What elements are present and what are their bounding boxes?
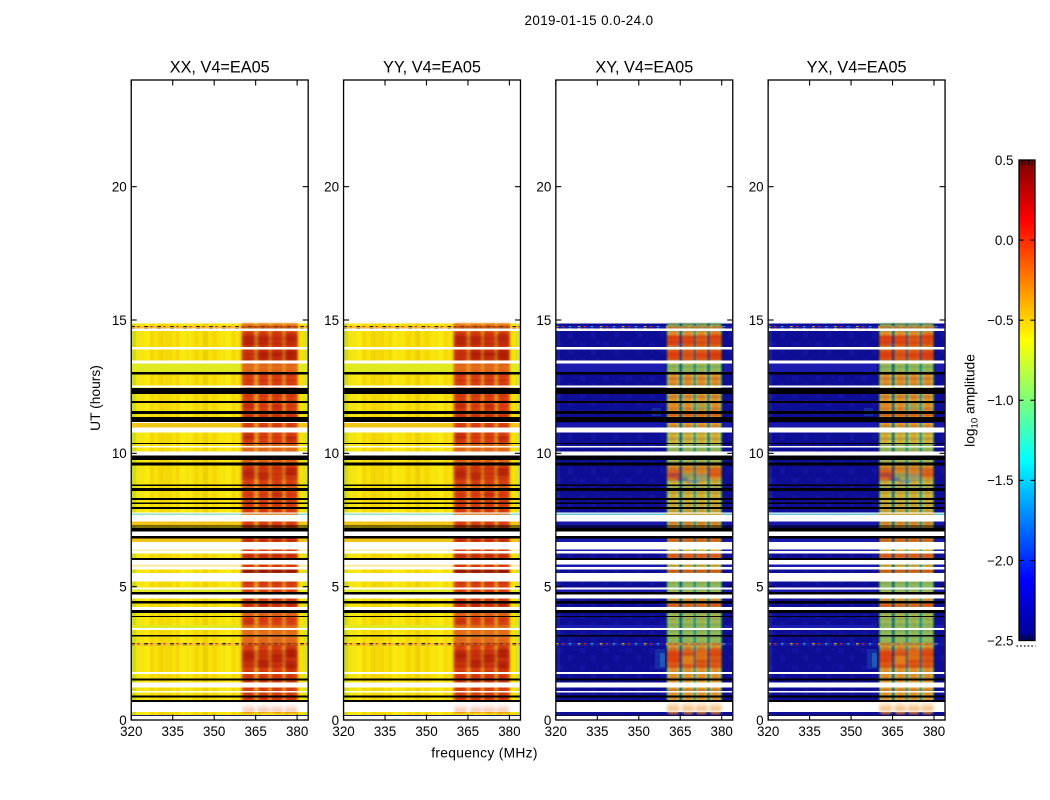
svg-text:365: 365: [881, 724, 903, 739]
svg-text:−2.5: −2.5: [987, 633, 1013, 648]
svg-text:XX, V4=EA05: XX, V4=EA05: [170, 59, 270, 77]
svg-text:365: 365: [669, 724, 691, 739]
svg-text:335: 335: [162, 724, 184, 739]
svg-text:0: 0: [332, 713, 339, 728]
svg-text:380: 380: [711, 724, 733, 739]
svg-text:320: 320: [545, 724, 567, 739]
svg-text:20: 20: [324, 180, 339, 195]
svg-text:5: 5: [544, 580, 551, 595]
svg-text:−1.5: −1.5: [987, 473, 1013, 488]
svg-text:10: 10: [324, 446, 339, 461]
svg-text:365: 365: [244, 724, 266, 739]
svg-text:335: 335: [798, 724, 820, 739]
svg-text:0: 0: [119, 713, 126, 728]
svg-text:380: 380: [498, 724, 520, 739]
svg-text:5: 5: [756, 580, 763, 595]
svg-text:15: 15: [749, 313, 764, 328]
svg-text:−0.5: −0.5: [987, 313, 1013, 328]
svg-text:335: 335: [586, 724, 608, 739]
svg-text:5: 5: [119, 580, 126, 595]
svg-text:0.5: 0.5: [995, 153, 1014, 168]
svg-text:UT (hours): UT (hours): [88, 365, 103, 431]
svg-text:YX, V4=EA05: YX, V4=EA05: [807, 59, 907, 77]
svg-text:350: 350: [628, 724, 650, 739]
svg-text:350: 350: [415, 724, 437, 739]
svg-text:320: 320: [757, 724, 779, 739]
svg-text:0: 0: [544, 713, 551, 728]
svg-text:15: 15: [324, 313, 339, 328]
svg-text:XY, V4=EA05: XY, V4=EA05: [595, 59, 693, 77]
svg-text:20: 20: [112, 180, 127, 195]
svg-text:10: 10: [536, 446, 551, 461]
svg-text:10: 10: [749, 446, 764, 461]
svg-text:15: 15: [112, 313, 127, 328]
svg-text:0: 0: [756, 713, 763, 728]
svg-text:frequency (MHz): frequency (MHz): [431, 746, 537, 761]
svg-text:320: 320: [120, 724, 142, 739]
svg-text:10: 10: [112, 446, 127, 461]
svg-text:365: 365: [457, 724, 479, 739]
svg-text:320: 320: [332, 724, 354, 739]
svg-text:20: 20: [749, 180, 764, 195]
svg-text:15: 15: [536, 313, 551, 328]
svg-text:380: 380: [286, 724, 308, 739]
svg-text:−1.0: −1.0: [987, 393, 1013, 408]
svg-text:380: 380: [923, 724, 945, 739]
svg-text:2019-01-15 0.0-24.0: 2019-01-15 0.0-24.0: [525, 13, 654, 28]
svg-text:20: 20: [536, 180, 551, 195]
svg-text:350: 350: [840, 724, 862, 739]
svg-text:5: 5: [332, 580, 339, 595]
svg-text:0.0: 0.0: [995, 233, 1014, 248]
svg-text:335: 335: [374, 724, 396, 739]
svg-text:350: 350: [203, 724, 225, 739]
svg-text:−2.0: −2.0: [987, 553, 1013, 568]
svg-text:YY, V4=EA05: YY, V4=EA05: [383, 59, 481, 77]
